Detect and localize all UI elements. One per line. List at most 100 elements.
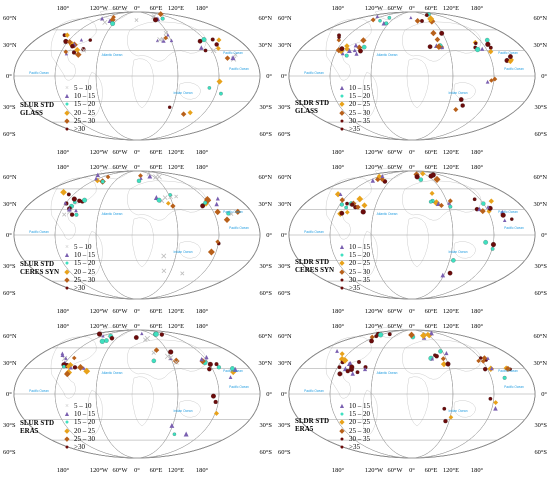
lat-label-right: 30°N [533, 201, 547, 208]
station-marker [107, 18, 112, 24]
station-marker [72, 365, 78, 370]
lat-label-left: 60°S [3, 449, 16, 456]
ocean-label: Pacific Ocean [229, 226, 249, 230]
lon-label-top: 180° [471, 164, 484, 171]
lon-label-bottom: 0° [134, 149, 140, 156]
station-marker [140, 331, 144, 336]
lon-label-bottom: 180° [332, 467, 345, 474]
lon-label-bottom: 180° [57, 467, 70, 474]
ocean-label: Pacific Ocean [498, 369, 518, 373]
legend-entry: ◆ 25 – 30 [337, 109, 370, 117]
lon-label-bottom: 60°W [388, 149, 404, 156]
legend-symbol-icon: ◆ [339, 100, 345, 109]
station-marker [493, 405, 498, 411]
legend-entry: ◆ 25 – 30 [337, 427, 370, 435]
station-marker [378, 19, 382, 23]
station-marker [482, 366, 488, 372]
panel-title-line: SLUR STD [20, 419, 55, 427]
legend-entry: × 5 – 10 [62, 243, 95, 251]
station-marker [109, 335, 115, 341]
station-marker [440, 356, 446, 362]
lon-label-bottom: 120°W [90, 308, 109, 315]
legend-symbol-icon: ● [64, 443, 70, 452]
station-marker [105, 174, 111, 180]
lon-label-top: 180° [57, 323, 70, 330]
legend-entry: ◆ 25 – 30 [62, 276, 95, 284]
legend: × 5 – 10 ▲ 10 – 15 ● 15 – 20 ◆ 20 – 25 ◆ 25 – 30 ●… [62, 402, 95, 451]
ocean-label: Pacific Ocean [223, 210, 243, 214]
lon-label-top: 120°W [90, 323, 109, 330]
lon-label-bottom: 120°E [168, 467, 184, 474]
legend: × 5 – 10 ▲ 10 – 15 ● 15 – 20 ◆ 20 – 25 ◆ 25 – 30 ●… [62, 243, 95, 292]
legend-symbol-icon: × [65, 84, 69, 92]
legend-symbol-icon: ● [64, 259, 70, 268]
station-marker [74, 212, 79, 217]
legend-symbol-icon: ▲ [338, 243, 346, 251]
station-marker [428, 173, 434, 179]
station-marker [82, 197, 88, 203]
lon-label-bottom: 120°W [365, 149, 384, 156]
ocean-label: Pacific Ocean [504, 67, 524, 71]
legend-entry: ▲ 10 – 15 [62, 92, 95, 100]
station-marker [62, 212, 67, 217]
panel-title: SLDR STD ERA5 [295, 417, 329, 433]
station-marker [369, 334, 375, 340]
ocean-label: Pacific Ocean [304, 389, 324, 393]
station-marker [387, 15, 392, 20]
station-marker [430, 356, 435, 361]
lat-label-right: 30°S [534, 263, 547, 270]
station-marker [453, 106, 459, 113]
station-marker [102, 19, 108, 25]
lat-label-right: 30°N [533, 42, 547, 49]
legend-entry: ◆ 20 – 25 [62, 427, 95, 435]
lat-label-left: 30°S [3, 104, 16, 111]
legend-symbol-icon: × [65, 243, 69, 251]
lat-label-left: 0° [281, 232, 287, 239]
station-marker [345, 201, 349, 206]
station-marker [357, 360, 361, 365]
station-marker [228, 375, 233, 379]
panel-title-line: CERES SYN [20, 268, 60, 276]
station-marker [147, 173, 153, 179]
station-marker [481, 201, 486, 206]
legend: ▲ 10 – 15 ● 15 – 20 ◆ 20 – 25 ◆ 25 – 30 ● 30 – 35… [337, 243, 370, 292]
station-marker [492, 76, 498, 82]
station-marker [349, 364, 355, 370]
legend-symbol-icon: ◆ [64, 275, 70, 284]
ocean-label: Atlantic Ocean [377, 371, 398, 375]
lon-label-bottom: 120°W [365, 467, 384, 474]
lon-label-bottom: 180° [196, 308, 209, 315]
legend-symbol-icon: ◆ [64, 426, 70, 435]
legend-label: 10 – 15 [74, 251, 95, 260]
station-marker [174, 194, 179, 199]
legend-entry: ◆ 25 – 30 [337, 268, 370, 276]
station-marker [216, 78, 223, 85]
station-marker [451, 258, 456, 263]
station-marker [378, 332, 384, 338]
station-marker [380, 174, 385, 179]
station-marker [361, 44, 367, 50]
station-marker [134, 18, 139, 23]
lat-label-left: 0° [281, 391, 287, 398]
legend-symbol-icon: ◆ [64, 116, 70, 125]
legend-entry: × 5 – 10 [62, 84, 95, 92]
ocean-label: Pacific Ocean [498, 51, 518, 55]
panel-title-line: SLDR STD [295, 99, 330, 107]
lat-label-left: 60°S [278, 449, 291, 456]
lat-label-right: 60°S [259, 449, 272, 456]
station-marker [510, 217, 514, 221]
lon-label-bottom: 180° [332, 308, 345, 315]
legend-symbol-icon: ● [339, 275, 345, 284]
lon-label-top: 60°W [388, 323, 404, 330]
lat-label-left: 30°N [278, 201, 292, 208]
ocean-label: Pacific Ocean [29, 71, 49, 75]
station-marker [458, 97, 464, 102]
legend-label: 25 – 30 [74, 116, 95, 125]
legend-label: >35 [349, 125, 360, 134]
station-marker [203, 200, 208, 205]
ocean-label: Pacific Ocean [223, 369, 243, 373]
legend-entry: ▲ 10 – 15 [62, 410, 95, 418]
legend: ▲ 10 – 15 ● 15 – 20 ◆ 20 – 25 ◆ 25 – 30 ● 30 – 35… [337, 84, 370, 133]
station-marker [96, 331, 103, 337]
legend-symbol-icon: ◆ [64, 434, 70, 443]
